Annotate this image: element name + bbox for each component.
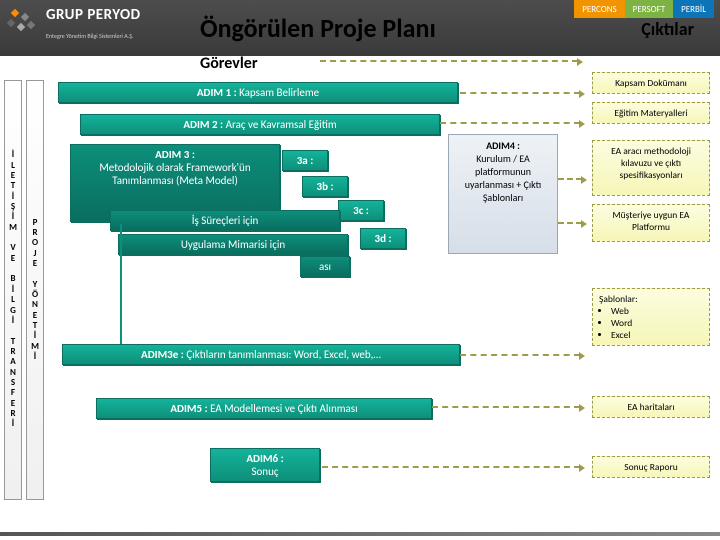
brand-chips: PERCONS PERSOFT PERBİL [574, 0, 714, 18]
step-3-sub2: Uygulama Mimarisi için [118, 234, 348, 255]
step-3b: 3b : [302, 176, 348, 197]
dash-5 [460, 354, 580, 356]
chip-percons: PERCONS [574, 0, 624, 18]
step-2: ADIM 2 : Araç ve Kavramsal Eğitim [80, 114, 440, 135]
step-3-sub3: ası [300, 256, 350, 277]
out-5: Şablonlar: Web Word Excel [592, 288, 710, 346]
dash-2 [440, 122, 580, 124]
logo-subtext: Entegre Yönetim Bilgi Sistemleri A.Ş. [46, 32, 134, 40]
out-7: Sonuç Raporu [592, 456, 710, 478]
step-5: ADIM5 : EA Modellemesi ve Çıktı Alınması [96, 398, 432, 419]
page-title: Öngörülen Proje Planı [200, 12, 436, 44]
step-4-side: ADIM4 : Kurulum / EA platformunun uyarla… [448, 134, 558, 254]
dash-4 [558, 222, 582, 224]
dash-0 [320, 60, 578, 62]
out-1: Kapsam Dokümanı [592, 72, 710, 94]
chip-perbil: PERBİL [673, 0, 714, 18]
chip-persoft: PERSOFT [625, 0, 673, 18]
logo: GRUP PERYOD Entegre Yönetim Bilgi Sistem… [6, 6, 141, 43]
out-6: EA haritaları [592, 396, 710, 418]
step-6: ADIM6 : Sonuç [210, 448, 320, 482]
step-3d: 3d : [360, 228, 406, 249]
step-3c: 3c : [338, 200, 384, 221]
out-4: Müşteriye uygun EA Platformu [592, 204, 710, 242]
tasks-title: Görevler [200, 54, 258, 73]
dash-6 [432, 406, 580, 408]
vbar-communication: İLETİŞİM VE BİLGİ TRANSFERİ [4, 80, 22, 500]
out-2: Eğitim Materyalleri [592, 102, 710, 124]
outputs-title: Çıktılar [641, 18, 694, 40]
vbar-project-mgmt: PROJE YÖNETİMİ [26, 80, 44, 500]
out-3: EA aracı methodoloji kılavuzu ve çıktı s… [592, 140, 710, 196]
footer-line [0, 532, 720, 536]
dash-1 [460, 92, 580, 94]
step-3a: 3a : [282, 150, 328, 171]
step-3-sub1: İş Süreçleri için [110, 210, 340, 231]
logo-icon [6, 8, 40, 42]
dash-3 [558, 178, 582, 180]
logo-text: GRUP PERYOD [46, 6, 141, 24]
step-1: ADIM 1 : Kapsam Belirleme [58, 82, 458, 103]
step-3e: ADIM3e : Çıktıların tanımlanması: Word, … [62, 344, 460, 365]
connector-v [120, 224, 122, 344]
dash-7 [322, 466, 580, 468]
